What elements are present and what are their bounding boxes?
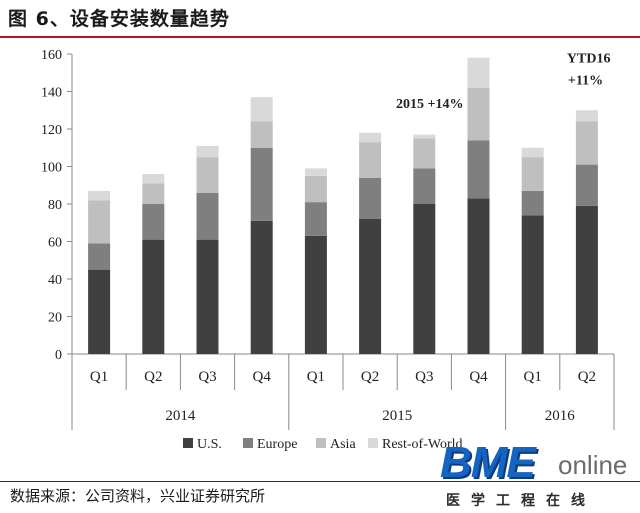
x-tick-label: Q2 [361,369,379,385]
x-group-label: 2015 [382,408,412,424]
bar-asia-6 [413,138,436,169]
bar-europe-7 [467,140,490,199]
bar-asia-7 [467,87,490,141]
y-tick-label: 20 [48,311,62,326]
x-tick-label: Q2 [144,369,162,385]
logo-sub: 医学工程在线 [446,493,596,509]
bar-asia-8 [521,157,544,191]
bar-asia-5 [359,142,382,178]
legend-swatch [316,438,326,448]
legend-swatch [183,438,193,448]
bar-europe-2 [196,192,219,240]
bar-rest-of-world-9 [575,110,598,122]
source-rule [0,481,640,482]
annotation-2015: 2015 +14% [396,97,463,112]
y-tick-label: 120 [41,123,62,138]
bar-europe-4 [304,202,327,236]
bar-asia-9 [575,121,598,165]
x-tick-label: Q1 [307,369,325,385]
bar-europe-8 [521,190,544,216]
bar-u-s--9 [575,205,598,354]
x-tick-label: Q4 [253,369,272,385]
bar-rest-of-world-1 [142,174,165,184]
y-tick-label: 40 [48,273,62,288]
bar-rest-of-world-6 [413,134,436,139]
y-tick-label: 60 [48,236,62,251]
bar-rest-of-world-8 [521,147,544,158]
annotation-ytd16-growth: +11% [568,73,603,88]
bar-u-s--0 [88,269,111,354]
bme-online-logo: BME online 医学工程在线 [410,438,640,513]
bar-u-s--8 [521,215,544,354]
legend-swatch [368,438,378,448]
x-tick-label: Q1 [90,369,108,385]
source-note: 数据来源：公司资料，兴业证券研究所 [10,487,266,505]
bar-u-s--3 [250,220,273,354]
y-tick-label: 140 [41,86,62,101]
bar-u-s--7 [467,198,490,354]
stacked-bar-chart: 0 20 40 60 80 100 120 140 160 Q1 Q2 Q3 Q4 Q1 Q2 Q3 Q4 Q1 Q… [41,48,615,452]
bar-europe-5 [359,177,382,219]
legend-label: U.S. [197,437,222,452]
x-tick-label: Q1 [524,369,542,385]
bar-europe-9 [575,164,598,206]
logo-main: BME [440,438,536,487]
bar-u-s--2 [196,239,219,354]
y-tick-label: 160 [41,48,62,63]
bar-europe-3 [250,147,273,221]
bar-asia-3 [250,121,273,148]
legend-label: Rest-of-World [382,437,463,452]
bar-europe-1 [142,204,165,240]
annotation-ytd16: YTD16 [567,51,611,66]
bar-rest-of-world-5 [359,132,382,143]
bar-u-s--1 [142,239,165,354]
bar-asia-1 [142,183,165,204]
x-group-label: 2014 [165,408,196,424]
bar-europe-6 [413,168,436,204]
y-tick-label: 100 [41,161,62,176]
bar-rest-of-world-7 [467,57,490,88]
legend-swatch [243,438,253,448]
x-tick-label: Q3 [198,369,216,385]
bar-europe-0 [88,243,111,270]
bar-rest-of-world-3 [250,97,273,122]
bar-asia-4 [304,175,327,203]
bar-asia-2 [196,157,219,193]
chart-title: 图 6、设备安装数量趋势 [8,8,230,30]
legend-label: Europe [257,437,297,452]
bar-rest-of-world-0 [88,190,111,201]
logo-online: online [558,450,628,480]
y-tick-label: 0 [55,348,62,363]
bar-rest-of-world-2 [196,145,219,158]
bar-asia-0 [88,200,111,244]
y-tick-label: 80 [48,198,62,213]
x-group-label: 2016 [545,408,576,424]
legend-label: Asia [330,437,356,452]
x-tick-label: Q4 [469,369,488,385]
bar-u-s--6 [413,204,436,354]
bar-u-s--5 [359,219,382,354]
bar-rest-of-world-4 [304,168,327,176]
title-rule [0,36,640,38]
x-tick-label: Q3 [415,369,433,385]
bar-u-s--4 [304,235,327,354]
x-tick-label: Q2 [578,369,596,385]
